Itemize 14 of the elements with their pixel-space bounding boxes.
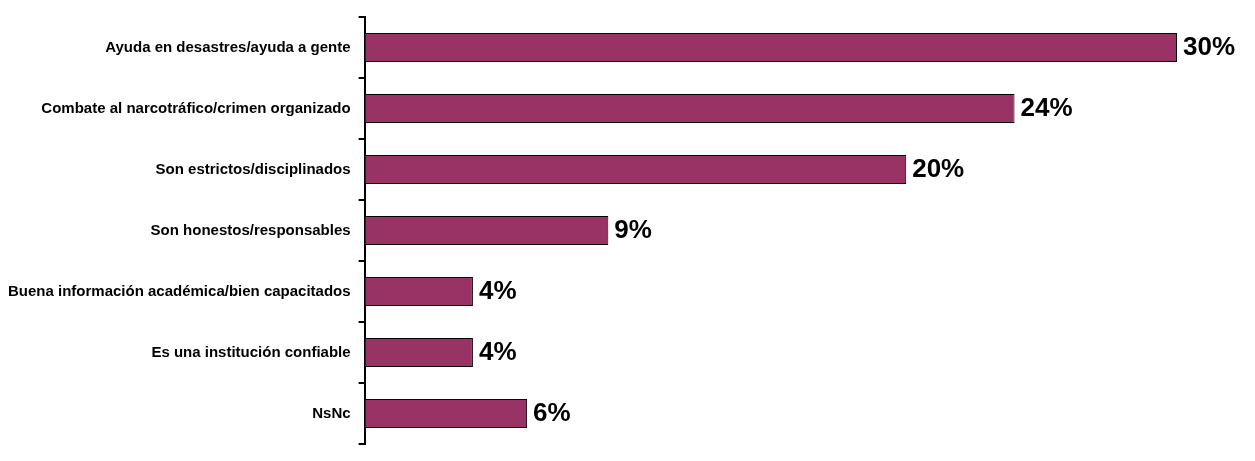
y-tick-label: Son honestos/responsables (150, 220, 351, 238)
y-tick-label: Combate al narcotráfico/crimen organizado (41, 98, 351, 116)
data-label: 9% (614, 213, 652, 244)
y-tick-label: Buena información académica/bien capacitados (7, 281, 351, 299)
data-label: 6% (533, 396, 571, 427)
data-label: 20% (912, 152, 965, 183)
data-label: 4% (478, 335, 517, 366)
y-tick-label: Son estrictos/disciplinados (155, 159, 351, 177)
data-label: 4% (478, 274, 517, 305)
data-label: 24% (1020, 91, 1073, 122)
data-label: 30% (1183, 30, 1236, 61)
y-tick-label: NsNc (312, 403, 351, 421)
y-tick-label: Ayuda en desastres/ayuda a gente (105, 37, 351, 55)
y-tick-label: Es una institución confiable (151, 342, 351, 360)
